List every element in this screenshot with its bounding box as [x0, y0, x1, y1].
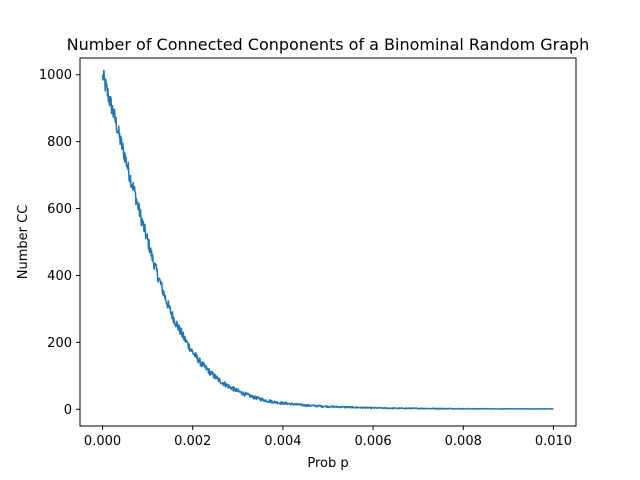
y-axis-label: Number CC: [16, 205, 31, 280]
axes-frame: [79, 57, 577, 427]
x-tick-label: 0.004: [264, 434, 301, 449]
x-tick-label: 0.008: [445, 434, 482, 449]
x-tick-label: 0.002: [174, 434, 211, 449]
chart-title: Number of Connected Conponents of a Bino…: [67, 35, 590, 54]
y-tick-label: 0: [64, 403, 72, 418]
y-tick-label: 600: [47, 202, 72, 217]
ticks-layer: 0.000 0.002 0.004 0.006 0.008 0.010 0 200 400 600…: [39, 57, 577, 449]
x-tick-label: 0.006: [354, 434, 391, 449]
x-axis-label: Prob p: [307, 456, 348, 471]
y-tick-label: 1000: [39, 68, 72, 83]
y-tick-label: 400: [47, 269, 72, 284]
plot-layer: [101, 69, 554, 410]
x-tick-label: 0.010: [535, 434, 572, 449]
x-tick-label: 0.000: [84, 434, 121, 449]
series-line-0: [101, 69, 554, 410]
y-tick-label: 800: [47, 135, 72, 150]
y-tick-label: 200: [47, 336, 72, 351]
